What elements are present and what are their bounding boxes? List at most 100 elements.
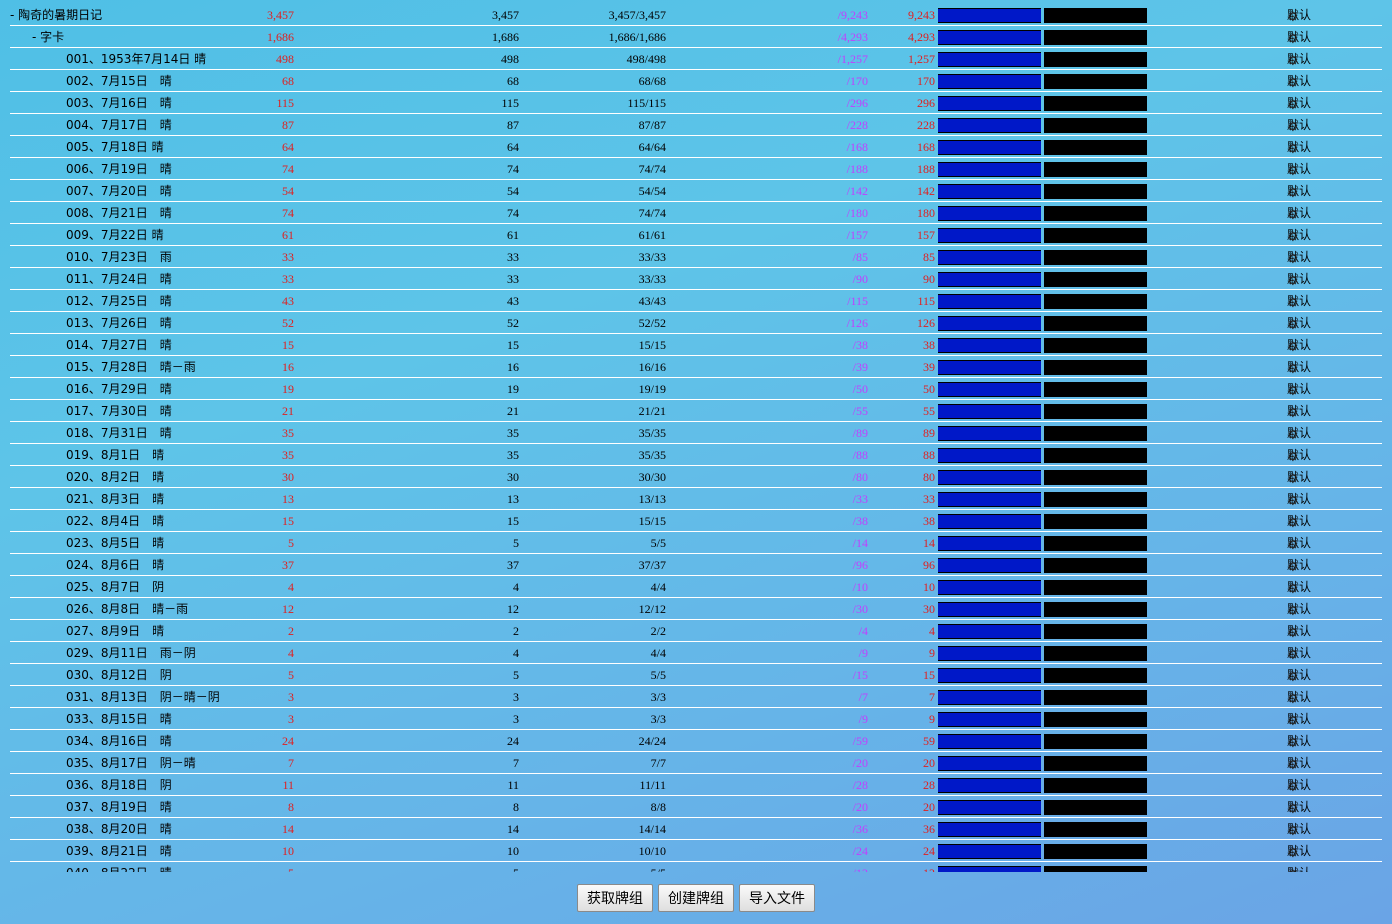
deck-row[interactable]: 016、7月29日 晴 19 19 19/19/50 50 ⚙ 默认 xyxy=(10,378,1382,400)
deck-row[interactable]: 015、7月28日 晴－雨 16 16 16/16/39 39 ⚙ 默认 xyxy=(10,356,1382,378)
deck-name[interactable]: 031、8月13日 阴－晴－阴 xyxy=(66,690,220,704)
deck-options-button[interactable]: ⚙默认 xyxy=(1287,315,1311,333)
deck-name[interactable]: 040、8月22日 晴 xyxy=(66,865,172,872)
deck-options-button[interactable]: ⚙默认 xyxy=(1287,51,1311,69)
deck-name[interactable]: 030、8月12日 阴 xyxy=(66,668,172,682)
create-deck-button[interactable]: 创建牌组 xyxy=(658,884,734,912)
deck-options-button[interactable]: ⚙默认 xyxy=(1287,733,1311,751)
deck-row[interactable]: 027、8月9日 晴 2 2 2/2/4 4 ⚙ 默认 xyxy=(10,620,1382,642)
deck-name[interactable]: 017、7月30日 晴 xyxy=(66,404,172,418)
deck-options-button[interactable]: ⚙默认 xyxy=(1287,293,1311,311)
deck-row[interactable]: 030、8月12日 阴 5 5 5/5/15 15 ⚙ 默认 xyxy=(10,664,1382,686)
deck-options-button[interactable]: ⚙默认 xyxy=(1287,799,1311,817)
deck-options-button[interactable]: ⚙默认 xyxy=(1287,821,1311,839)
deck-row[interactable]: 035、8月17日 阴－晴 7 7 7/7/20 20 ⚙ 默认 xyxy=(10,752,1382,774)
deck-name[interactable]: 016、7月29日 晴 xyxy=(66,382,172,396)
deck-row[interactable]: 021、8月3日 晴 13 13 13/13/33 33 ⚙ 默认 xyxy=(10,488,1382,510)
deck-options-button[interactable]: ⚙默认 xyxy=(1287,183,1311,201)
deck-name[interactable]: 039、8月21日 晴 xyxy=(66,844,172,858)
deck-row[interactable]: 033、8月15日 晴 3 3 3/3/9 9 ⚙ 默认 xyxy=(10,708,1382,730)
deck-options-button[interactable]: ⚙默认 xyxy=(1287,491,1311,509)
deck-name[interactable]: 011、7月24日 晴 xyxy=(66,272,172,286)
deck-name[interactable]: 023、8月5日 晴 xyxy=(66,536,165,550)
deck-row[interactable]: 003、7月16日 晴 115 115 115/115/296 296 ⚙ 默认 xyxy=(10,92,1382,114)
deck-name[interactable]: 003、7月16日 晴 xyxy=(66,96,172,110)
deck-row[interactable]: 012、7月25日 晴 43 43 43/43/115 115 ⚙ 默认 xyxy=(10,290,1382,312)
deck-row[interactable]: 007、7月20日 晴 54 54 54/54/142 142 ⚙ 默认 xyxy=(10,180,1382,202)
deck-options-button[interactable]: ⚙默认 xyxy=(1287,359,1311,377)
deck-options-button[interactable]: ⚙默认 xyxy=(1287,865,1311,872)
deck-options-button[interactable]: ⚙默认 xyxy=(1287,843,1311,861)
deck-row[interactable]: 020、8月2日 晴 30 30 30/30/80 80 ⚙ 默认 xyxy=(10,466,1382,488)
deck-name[interactable]: 001、1953年7月14日 晴 xyxy=(66,52,207,66)
deck-options-button[interactable]: ⚙默认 xyxy=(1287,271,1311,289)
deck-name[interactable]: 012、7月25日 晴 xyxy=(66,294,172,308)
deck-row[interactable]: 036、8月18日 阴 11 11 11/11/28 28 ⚙ 默认 xyxy=(10,774,1382,796)
deck-row[interactable]: 022、8月4日 晴 15 15 15/15/38 38 ⚙ 默认 xyxy=(10,510,1382,532)
deck-row[interactable]: 008、7月21日 晴 74 74 74/74/180 180 ⚙ 默认 xyxy=(10,202,1382,224)
deck-row[interactable]: 004、7月17日 晴 87 87 87/87/228 228 ⚙ 默认 xyxy=(10,114,1382,136)
deck-name[interactable]: 005、7月18日 晴 xyxy=(66,140,164,154)
deck-name[interactable]: 021、8月3日 晴 xyxy=(66,492,165,506)
deck-row[interactable]: 001、1953年7月14日 晴 498 498 498/498/1,257 1,257… xyxy=(10,48,1382,70)
deck-row[interactable]: 010、7月23日 雨 33 33 33/33/85 85 ⚙ 默认 xyxy=(10,246,1382,268)
deck-options-button[interactable]: ⚙默认 xyxy=(1287,447,1311,465)
deck-row[interactable]: - 字卡 1,686 1,686 1,686/1,686/4,293 4,293 ⚙ 默认 xyxy=(10,26,1382,48)
deck-name[interactable]: 008、7月21日 晴 xyxy=(66,206,172,220)
deck-options-button[interactable]: ⚙默认 xyxy=(1287,579,1311,597)
deck-name[interactable]: 027、8月9日 晴 xyxy=(66,624,165,638)
deck-options-button[interactable]: ⚙默认 xyxy=(1287,513,1311,531)
deck-name[interactable]: 019、8月1日 晴 xyxy=(66,448,165,462)
deck-options-button[interactable]: ⚙默认 xyxy=(1287,425,1311,443)
deck-name[interactable]: 033、8月15日 晴 xyxy=(66,712,172,726)
deck-name[interactable]: 024、8月6日 晴 xyxy=(66,558,165,572)
deck-row[interactable]: 009、7月22日 晴 61 61 61/61/157 157 ⚙ 默认 xyxy=(10,224,1382,246)
deck-name[interactable]: 038、8月20日 晴 xyxy=(66,822,172,836)
import-file-button[interactable]: 导入文件 xyxy=(739,884,815,912)
deck-row[interactable]: 005、7月18日 晴 64 64 64/64/168 168 ⚙ 默认 xyxy=(10,136,1382,158)
deck-options-button[interactable]: ⚙默认 xyxy=(1287,227,1311,245)
deck-name[interactable]: 035、8月17日 阴－晴 xyxy=(66,756,196,770)
deck-name[interactable]: 037、8月19日 晴 xyxy=(66,800,172,814)
deck-name[interactable]: 004、7月17日 晴 xyxy=(66,118,172,132)
deck-name[interactable]: 006、7月19日 晴 xyxy=(66,162,172,176)
deck-name[interactable]: 026、8月8日 晴－雨 xyxy=(66,602,189,616)
deck-name[interactable]: 013、7月26日 晴 xyxy=(66,316,172,330)
deck-row[interactable]: 038、8月20日 晴 14 14 14/14/36 36 ⚙ 默认 xyxy=(10,818,1382,840)
deck-row[interactable]: 040、8月22日 晴 5 5 5/5/12 12 ⚙默认 xyxy=(10,862,1382,872)
deck-options-button[interactable]: ⚙默认 xyxy=(1287,403,1311,421)
deck-options-button[interactable]: ⚙默认 xyxy=(1287,249,1311,267)
deck-name[interactable]: 034、8月16日 晴 xyxy=(66,734,172,748)
deck-options-button[interactable]: ⚙默认 xyxy=(1287,711,1311,729)
deck-row[interactable]: 023、8月5日 晴 5 5 5/5/14 14 ⚙ 默认 xyxy=(10,532,1382,554)
deck-row[interactable]: 025、8月7日 阴 4 4 4/4/10 10 ⚙ 默认 xyxy=(10,576,1382,598)
deck-options-button[interactable]: ⚙默认 xyxy=(1287,117,1311,135)
deck-row[interactable]: 037、8月19日 晴 8 8 8/8/20 20 ⚙ 默认 xyxy=(10,796,1382,818)
deck-row[interactable]: 029、8月11日 雨－阴 4 4 4/4/9 9 ⚙ 默认 xyxy=(10,642,1382,664)
deck-name[interactable]: - 陶奇的暑期日记 xyxy=(10,8,103,22)
deck-options-button[interactable]: ⚙默认 xyxy=(1287,95,1311,113)
deck-name[interactable]: 007、7月20日 晴 xyxy=(66,184,172,198)
deck-options-button[interactable]: ⚙默认 xyxy=(1287,337,1311,355)
deck-options-button[interactable]: ⚙默认 xyxy=(1287,535,1311,553)
deck-name[interactable]: 009、7月22日 晴 xyxy=(66,228,164,242)
deck-row[interactable]: 039、8月21日 晴 10 10 10/10/24 24 ⚙ 默认 xyxy=(10,840,1382,862)
deck-name[interactable]: 015、7月28日 晴－雨 xyxy=(66,360,196,374)
deck-name[interactable]: 002、7月15日 晴 xyxy=(66,74,172,88)
deck-row[interactable]: 026、8月8日 晴－雨 12 12 12/12/30 30 ⚙ 默认 xyxy=(10,598,1382,620)
deck-options-button[interactable]: ⚙默认 xyxy=(1287,205,1311,223)
deck-name[interactable]: 010、7月23日 雨 xyxy=(66,250,172,264)
deck-options-button[interactable]: ⚙默认 xyxy=(1287,381,1311,399)
deck-options-button[interactable]: ⚙默认 xyxy=(1287,161,1311,179)
deck-row[interactable]: 002、7月15日 晴 68 68 68/68/170 170 ⚙ 默认 xyxy=(10,70,1382,92)
deck-name[interactable]: 029、8月11日 雨－阴 xyxy=(66,646,196,660)
get-decks-button[interactable]: 获取牌组 xyxy=(577,884,653,912)
deck-name[interactable]: 020、8月2日 晴 xyxy=(66,470,165,484)
deck-row[interactable]: 013、7月26日 晴 52 52 52/52/126 126 ⚙ 默认 xyxy=(10,312,1382,334)
deck-row[interactable]: 034、8月16日 晴 24 24 24/24/59 59 ⚙ 默认 xyxy=(10,730,1382,752)
deck-name[interactable]: 036、8月18日 阴 xyxy=(66,778,172,792)
deck-options-button[interactable]: ⚙默认 xyxy=(1287,73,1311,91)
deck-name[interactable]: 014、7月27日 晴 xyxy=(66,338,172,352)
deck-options-button[interactable]: ⚙默认 xyxy=(1287,29,1311,47)
deck-name[interactable]: - 字卡 xyxy=(32,30,65,44)
